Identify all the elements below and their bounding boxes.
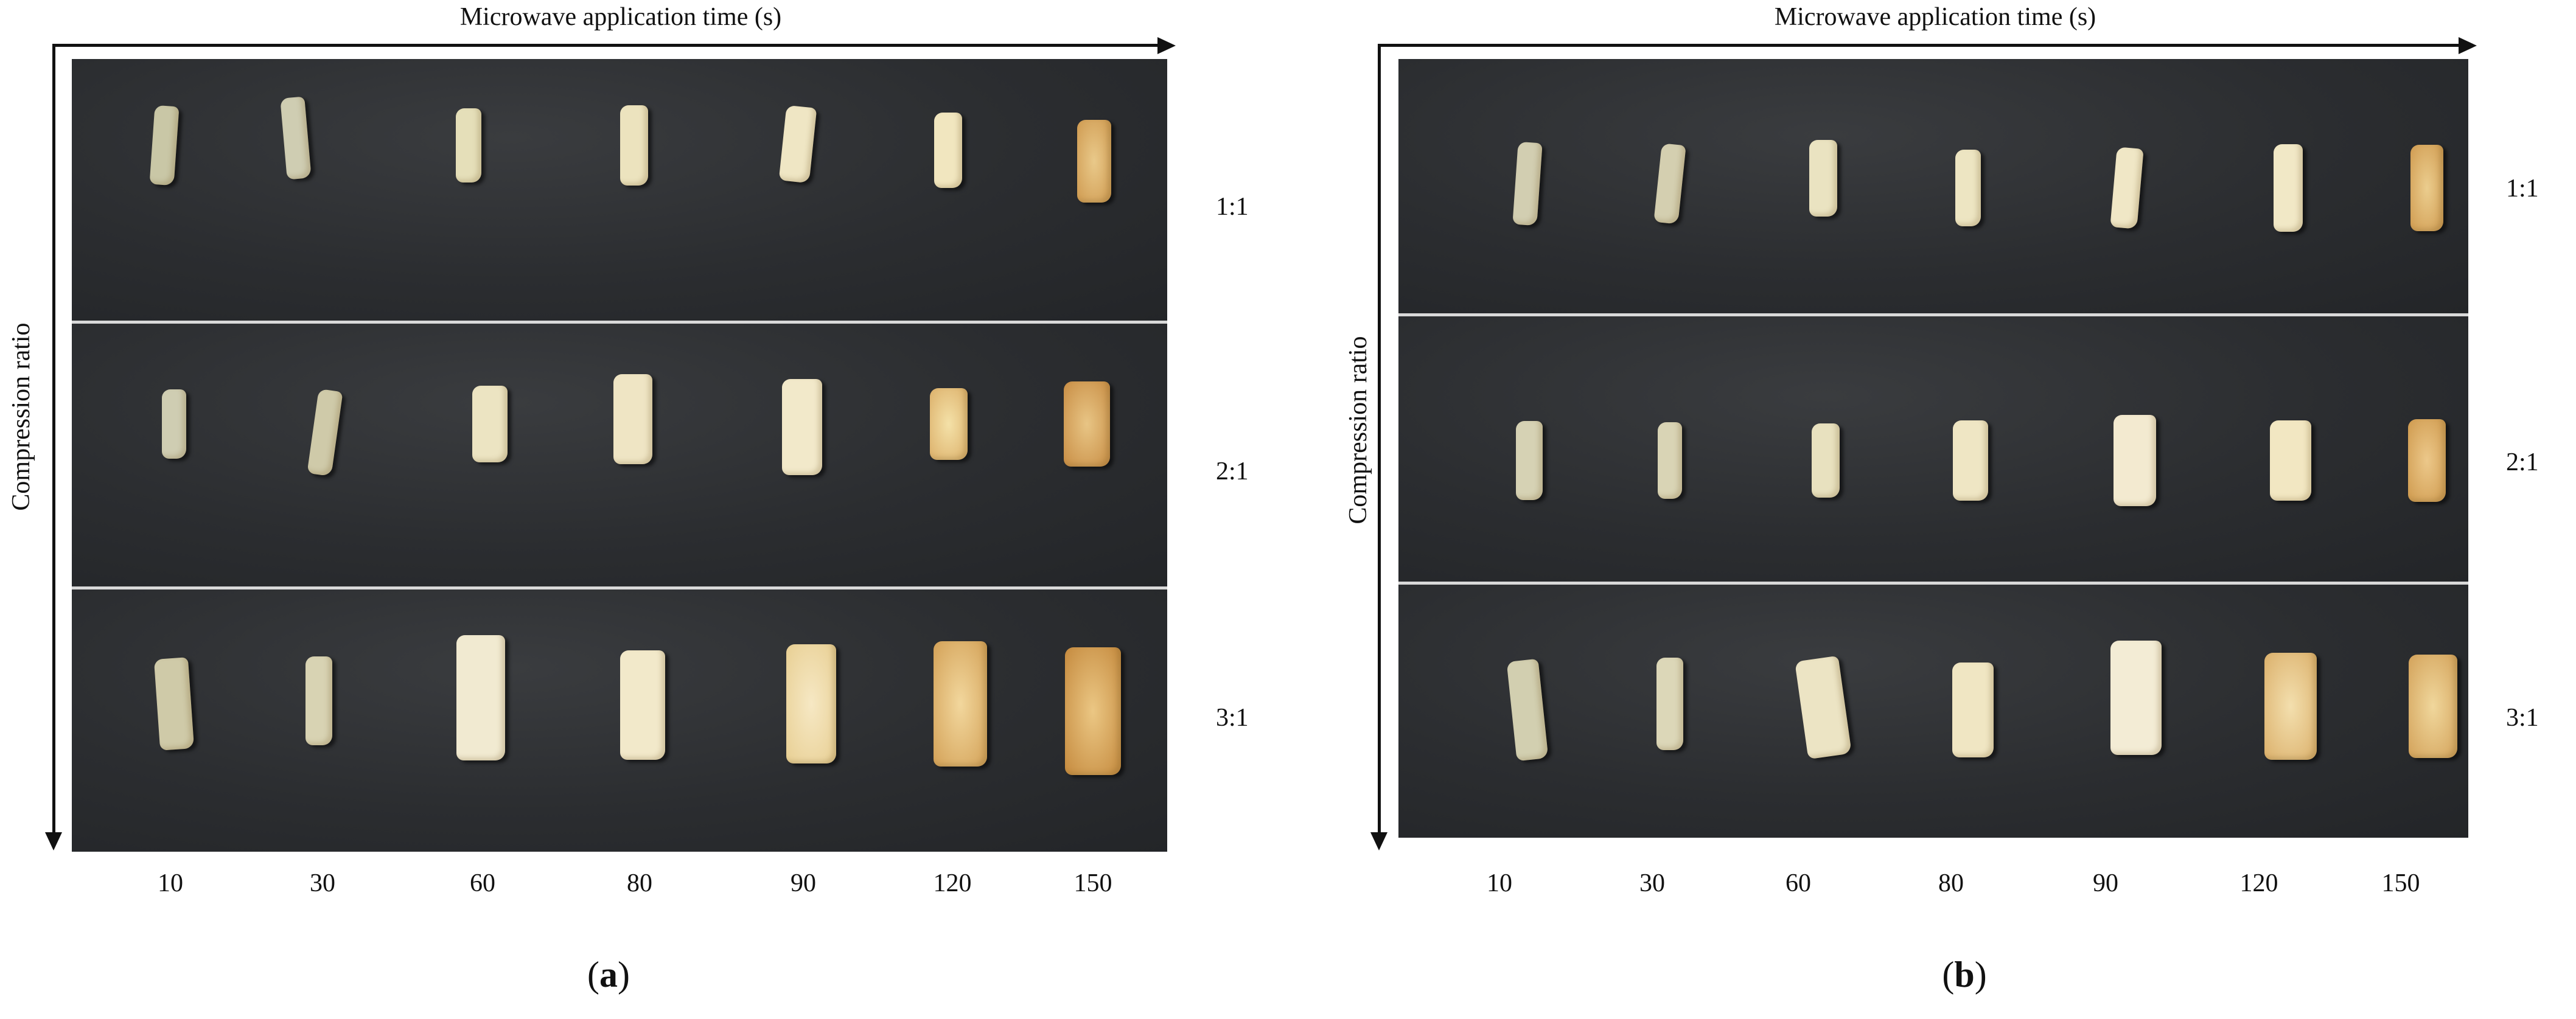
x-tick-label: 120 bbox=[933, 869, 972, 897]
sample-piece bbox=[930, 388, 968, 460]
x-axis-arrowhead bbox=[1157, 37, 1176, 54]
x-tick-label: 120 bbox=[2239, 869, 2278, 897]
photo-strip-1-1 bbox=[72, 59, 1167, 321]
sample-piece bbox=[2264, 653, 2317, 760]
strip-divider bbox=[72, 586, 1167, 589]
sample-piece bbox=[1952, 663, 1994, 757]
sample-piece bbox=[620, 650, 665, 760]
sample-piece bbox=[456, 108, 481, 183]
photo-strip-3-1 bbox=[72, 589, 1167, 852]
sample-piece bbox=[1516, 421, 1543, 500]
sample-piece bbox=[1077, 120, 1111, 203]
x-tick-label: 60 bbox=[1785, 869, 1811, 897]
strip-divider bbox=[1398, 313, 2468, 316]
row-label: 1:1 bbox=[2506, 175, 2539, 203]
sample-piece bbox=[456, 635, 505, 760]
row-label: 3:1 bbox=[1216, 704, 1249, 732]
panel-a: Microwave application time (s) Compressi… bbox=[7, 3, 1249, 995]
sample-piece bbox=[153, 657, 195, 751]
x-axis-title: Microwave application time (s) bbox=[1774, 3, 2096, 31]
sample-piece bbox=[1955, 150, 1981, 226]
x-tick-label: 90 bbox=[791, 869, 816, 897]
panel-label: (b) bbox=[1942, 955, 1987, 995]
x-axis-arrow bbox=[1379, 44, 2462, 47]
x-tick-label: 150 bbox=[1073, 869, 1112, 897]
strip-divider bbox=[72, 321, 1167, 324]
sample-photograph bbox=[72, 59, 1167, 852]
x-tick-label: 10 bbox=[1487, 869, 1512, 897]
row-label: 2:1 bbox=[2506, 448, 2539, 476]
x-tick-label: 80 bbox=[627, 869, 652, 897]
sample-piece bbox=[2270, 420, 2311, 501]
sample-piece bbox=[782, 379, 822, 475]
y-axis-arrow bbox=[1378, 44, 1381, 835]
row-label: 3:1 bbox=[2506, 704, 2539, 732]
y-axis-arrowhead bbox=[1370, 832, 1387, 850]
row-label: 2:1 bbox=[1216, 457, 1249, 485]
x-tick-label: 90 bbox=[2093, 869, 2118, 897]
sample-piece bbox=[2114, 415, 2156, 506]
sample-piece bbox=[1656, 658, 1683, 750]
sample-piece bbox=[1658, 422, 1682, 499]
sample-piece bbox=[1809, 140, 1837, 217]
sample-photograph bbox=[1398, 59, 2468, 838]
x-axis-arrow bbox=[54, 44, 1161, 47]
sample-piece bbox=[2408, 419, 2446, 502]
y-axis-title: Compression ratio bbox=[1344, 336, 1372, 524]
x-tick-label: 10 bbox=[158, 869, 183, 897]
strip-divider bbox=[1398, 582, 2468, 585]
sample-piece bbox=[2409, 655, 2457, 758]
x-tick-label: 60 bbox=[470, 869, 495, 897]
panel-label: (a) bbox=[587, 955, 630, 995]
sample-piece bbox=[786, 644, 836, 763]
sample-piece bbox=[1064, 381, 1110, 467]
sample-piece bbox=[934, 113, 962, 188]
sample-piece bbox=[2110, 641, 2162, 755]
panel-b: Microwave application time (s) Compressi… bbox=[1314, 0, 2576, 1019]
sample-piece bbox=[2410, 145, 2443, 231]
photo-strip-1-1 bbox=[1398, 59, 2468, 313]
y-axis-arrow bbox=[52, 44, 55, 835]
y-axis-title: Compression ratio bbox=[7, 322, 35, 511]
row-label: 1:1 bbox=[1216, 193, 1249, 221]
sample-piece bbox=[472, 386, 508, 462]
sample-piece bbox=[1065, 647, 1121, 775]
x-axis-title: Microwave application time (s) bbox=[459, 3, 782, 31]
x-axis-arrowhead bbox=[2459, 37, 2477, 54]
x-tick-label: 30 bbox=[310, 869, 335, 897]
sample-piece bbox=[1812, 423, 1840, 498]
sample-piece bbox=[613, 374, 652, 464]
x-tick-label: 80 bbox=[1938, 869, 1964, 897]
sample-piece bbox=[162, 389, 186, 459]
sample-piece bbox=[2274, 144, 2303, 232]
x-tick-label: 30 bbox=[1639, 869, 1665, 897]
sample-piece bbox=[934, 641, 987, 767]
sample-piece bbox=[305, 656, 332, 745]
sample-piece bbox=[1953, 420, 1988, 501]
sample-piece bbox=[620, 105, 648, 186]
y-axis-arrowhead bbox=[45, 832, 62, 850]
x-tick-label: 150 bbox=[2381, 869, 2420, 897]
